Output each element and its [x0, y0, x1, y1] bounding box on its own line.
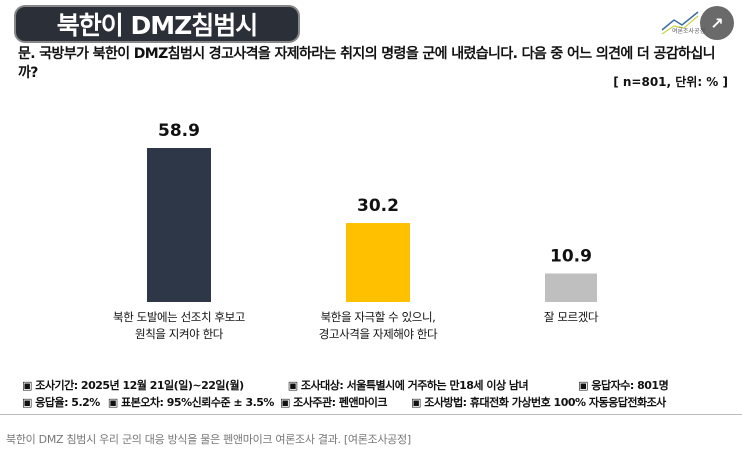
unit-note: [ n=801, 단위: % ] [613, 75, 728, 89]
category-label-2: 경고사격을 자제해야 한다 [319, 327, 438, 341]
footer-method: ▣ 조사방법: 휴대전화 가상번호 100% 자동응답전화조사 [410, 396, 666, 409]
logo-text: 여론조사공정 [672, 28, 706, 35]
footer-respondents: ▣ 응답자수: 801명 [578, 379, 669, 392]
category-label-1: 북한 도발에는 선조치 후보고 [113, 310, 245, 324]
category-label-2: 북한을 자극할 수 있으니, [321, 310, 436, 324]
category-label-3: 잘 모르겠다 [544, 310, 599, 324]
value-label-1: 58.9 [158, 121, 200, 141]
footer-period: ▣ 조사기간: 2025년 12월 21일(일)~22일(월) [22, 379, 244, 392]
footer-target: ▣ 조사대상: 서울특별시에 거주하는 만18세 이상 남녀 [287, 379, 529, 392]
survey-question: 문. 국방부가 북한이 DMZ침범시 경고사격을 자제하라는 취지의 명령을 군… [18, 46, 715, 81]
bar-2 [346, 223, 410, 302]
value-label-2: 30.2 [357, 196, 399, 216]
category-label-1: 원칙을 지켜야 한다 [135, 327, 224, 341]
page-title: 북한이 DMZ침범시 [16, 7, 298, 41]
bar-3 [545, 273, 597, 302]
footer-host: ▣ 조사주관: 펜앤마이크 [279, 396, 388, 409]
bar-1 [147, 148, 211, 302]
divider [0, 414, 742, 415]
footer-error: ▣ 표본오차: 95%신뢰수준 ± 3.5% [107, 396, 275, 409]
footer-response-rate: ▣ 응답율: 5.2% [22, 396, 100, 409]
value-label-3: 10.9 [550, 247, 592, 267]
footer-row-1: ▣ 조사기간: 2025년 12월 21일(일)~22일(월) ▣ 조사대상: 서… [22, 377, 669, 393]
image-caption: 북한이 DMZ 침범시 우리 군의 대응 방식을 물은 펜앤마이크 여론조사 결… [6, 433, 411, 446]
logo-chart-icon [661, 11, 699, 35]
footer-row-2: ▣ 응답율: 5.2% ▣ 표본오차: 95%신뢰수준 ± 3.5% ▣ 조사주관:… [22, 394, 666, 410]
expand-icon[interactable]: ↗ [700, 6, 734, 40]
